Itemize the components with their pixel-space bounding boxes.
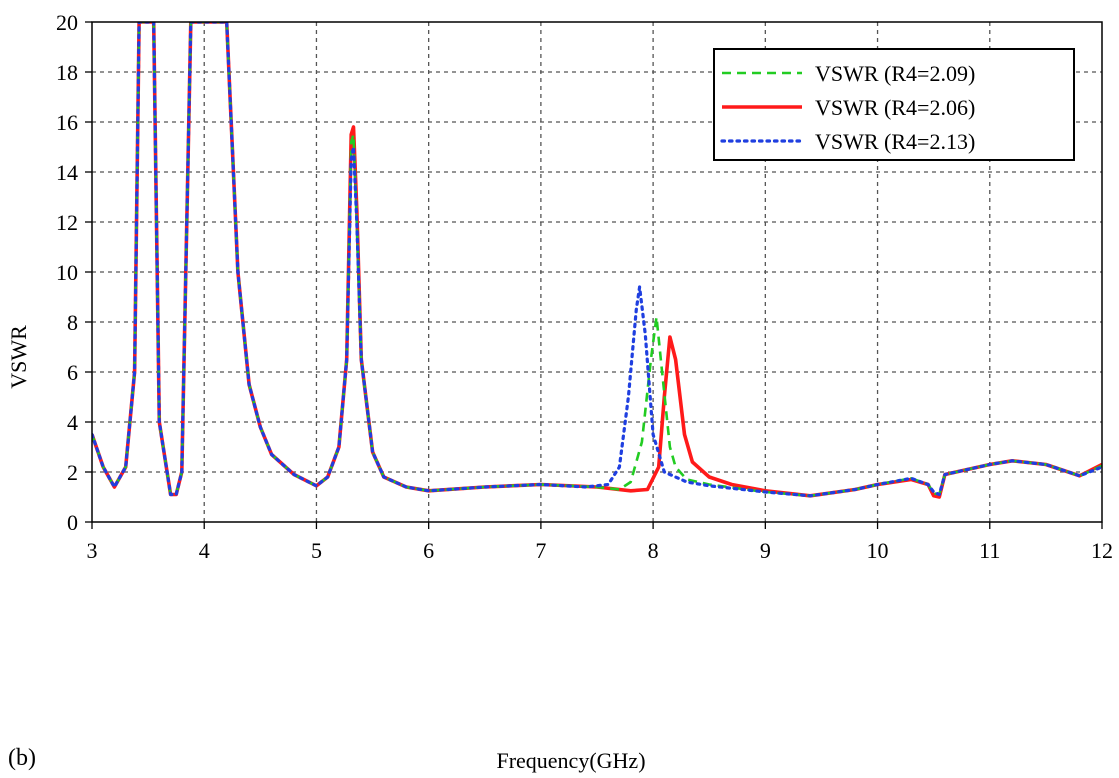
x-tick-label: 10 [867, 538, 889, 563]
legend-label-2: VSWR (R4=2.06) [815, 95, 975, 120]
y-tick-label: 2 [67, 460, 78, 485]
y-tick-label: 14 [56, 160, 78, 185]
y-axis-title: VSWR [6, 325, 31, 389]
y-tick-label: 8 [67, 310, 78, 335]
x-tick-label: 3 [87, 538, 98, 563]
legend-label-1: VSWR (R4=2.09) [815, 61, 975, 86]
axes [85, 21, 1103, 529]
panel-label-box [6, 737, 44, 773]
y-tick-label: 18 [56, 60, 78, 85]
series-line-3 [92, 22, 1102, 498]
x-tick-label: 7 [535, 538, 546, 563]
legend-label-3: VSWR (R4=2.13) [815, 129, 975, 154]
y-tick-label: 16 [56, 110, 78, 135]
x-tick-label: 6 [423, 538, 434, 563]
x-tick-label: 8 [648, 538, 659, 563]
x-tick-label: 11 [979, 538, 1000, 563]
x-tick-label: 5 [311, 538, 322, 563]
y-tick-label: 10 [56, 260, 78, 285]
x-tick-label: 4 [199, 538, 210, 563]
y-tick-label: 6 [67, 360, 78, 385]
y-tick-label: 12 [56, 210, 78, 235]
legend: VSWR (R4=2.09) VSWR (R4=2.06) VSWR (R4=2.1… [713, 48, 1075, 161]
y-tick-label: 4 [67, 410, 78, 435]
tick-labels: 3 4 5 6 7 8 9 10 11 12 0 2 4 6 8 10 12 14 16 18 20 [56, 10, 1113, 563]
series-layer [92, 22, 1102, 499]
x-tick-label: 9 [760, 538, 771, 563]
panel-label: (b) [8, 745, 36, 771]
x-axis-title: Frequency(GHz) [496, 748, 645, 773]
y-tick-label: 20 [56, 10, 78, 35]
x-tick-label: 12 [1091, 538, 1113, 563]
y-tick-label: 0 [67, 510, 78, 535]
